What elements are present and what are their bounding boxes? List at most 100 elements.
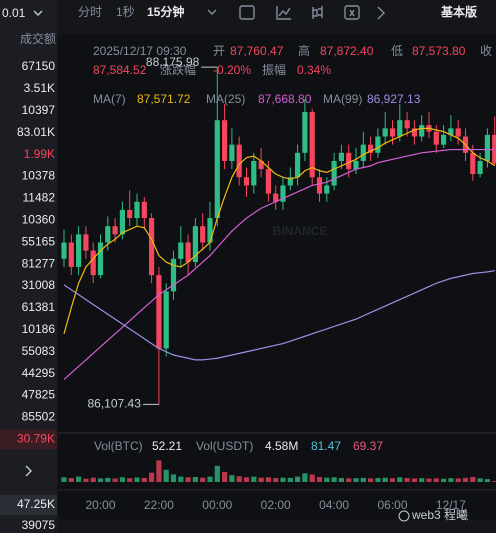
candle-body xyxy=(192,226,198,263)
volume-legend-value: 52.21 xyxy=(152,439,182,453)
volume-legend-name: Vol(USDT) xyxy=(196,439,253,453)
volume-cell: 10397 xyxy=(22,103,56,117)
volume-bar xyxy=(346,478,352,482)
icon-x[interactable] xyxy=(349,9,355,17)
volume-bar xyxy=(331,477,337,482)
ohlc-low-word: 低 xyxy=(391,44,403,58)
volume-bar xyxy=(295,476,301,482)
candle-body xyxy=(97,242,104,276)
ohlc-open: 87,760.47 xyxy=(230,44,284,58)
ma-legend-name: MA(25) xyxy=(206,92,245,106)
icon-calendar[interactable] xyxy=(239,5,255,20)
volume-bar xyxy=(265,477,271,482)
candle-body xyxy=(149,218,155,276)
candle-body xyxy=(397,120,403,137)
candle-body xyxy=(207,218,213,243)
candle-body xyxy=(324,185,330,194)
icon-settings[interactable] xyxy=(344,5,360,20)
credit-text: web3 程曦 xyxy=(411,507,468,522)
volume-cell: 55165 xyxy=(22,234,56,248)
volume-cell: 1.99K xyxy=(24,147,55,161)
dropdown-caret[interactable] xyxy=(33,10,43,16)
candle-body xyxy=(273,193,279,202)
volume-bar xyxy=(397,477,403,482)
column-header: 成交额 xyxy=(20,31,56,46)
volume-bar xyxy=(105,477,111,482)
volume-bar xyxy=(222,471,228,482)
volume-cell: 10378 xyxy=(22,169,56,183)
volume-bar xyxy=(484,479,490,482)
ma-legend-name: MA(99) xyxy=(323,92,362,106)
ohlc-high: 87,872.40 xyxy=(320,44,374,58)
ohlc-low: 87,573.80 xyxy=(412,44,466,58)
interval-tab[interactable]: 15分钟 xyxy=(147,4,184,19)
credit-icon xyxy=(398,510,410,522)
volume-ma-value: 81.47 xyxy=(311,439,341,453)
candle-body xyxy=(470,152,476,175)
volume-legend-name: Vol(BTC) xyxy=(94,439,143,453)
candle-body xyxy=(170,258,177,292)
candle-body xyxy=(222,120,228,161)
candle-body xyxy=(419,125,425,137)
mode-toggle[interactable]: 基本版 xyxy=(440,4,477,19)
toolbar-icons[interactable] xyxy=(25,5,385,477)
ma-legend-value: 87,668.80 xyxy=(258,92,312,106)
volume-legend-value: 4.58M xyxy=(265,439,298,453)
candle-body xyxy=(448,128,454,135)
candle-body xyxy=(105,226,111,243)
max-price-label: 88,175.98 xyxy=(146,55,200,69)
volume-bar xyxy=(280,477,286,482)
candle-body xyxy=(309,112,315,178)
interval-tab[interactable]: 分时 xyxy=(78,5,102,19)
ohlc-close: 87,584.52 xyxy=(93,63,147,77)
candle-body xyxy=(200,226,206,243)
watermark: BINANCE xyxy=(273,224,328,238)
volume-bar xyxy=(382,477,388,482)
candle-body xyxy=(185,242,191,263)
volume-cell: 47.25K xyxy=(17,497,55,511)
icon-candles[interactable] xyxy=(312,6,323,19)
volume-bar xyxy=(163,469,169,482)
volume-bar xyxy=(258,477,264,482)
volume-bar xyxy=(441,478,447,482)
candle-body xyxy=(61,242,67,259)
volume-bar xyxy=(170,474,177,482)
candle-body xyxy=(280,185,286,202)
icon-chart[interactable] xyxy=(276,6,291,20)
ohlc-high-word: 高 xyxy=(298,43,310,58)
ma-legend-value: 87,571.72 xyxy=(137,92,191,106)
icon-more[interactable] xyxy=(377,6,385,20)
ohlc-change-word: 涨跌幅 xyxy=(160,62,196,77)
candle-body xyxy=(295,152,301,178)
candle-body xyxy=(360,144,366,161)
dropdown-caret[interactable] xyxy=(207,9,217,15)
volume-bar xyxy=(368,478,374,482)
ma-line xyxy=(63,270,495,361)
candle-body xyxy=(236,144,242,178)
candle-body xyxy=(68,242,74,267)
candle-body xyxy=(83,234,89,251)
candle-body xyxy=(353,160,359,170)
volume-cell: 67150 xyxy=(22,59,56,73)
x-tick-label: 00:00 xyxy=(202,498,232,512)
volume-bar xyxy=(448,478,454,482)
volume-cell: 61381 xyxy=(22,300,56,314)
candle-body xyxy=(302,112,308,153)
candle-body xyxy=(119,209,125,235)
expand-arrow[interactable] xyxy=(25,465,32,477)
volume-bar xyxy=(316,476,323,482)
interval-tab[interactable]: 1秒 xyxy=(116,5,135,19)
candle-body xyxy=(411,128,417,137)
volume-bar xyxy=(411,478,417,482)
x-tick-label: 04:00 xyxy=(319,498,349,512)
volume-cell: 10360 xyxy=(22,212,56,226)
candle-body xyxy=(178,242,184,259)
candle-body xyxy=(331,160,337,186)
volume-cell: 85502 xyxy=(22,410,56,424)
ohlc-open-word: 开 xyxy=(213,44,225,58)
content: 0.01 成交额 67150 3.51K 10397 83.01K 1.99K 10378 11… xyxy=(0,4,496,532)
candle-body xyxy=(484,134,490,161)
volume-bar xyxy=(185,477,191,482)
chart-area xyxy=(58,34,496,520)
x-tick-label: 12/17 xyxy=(436,498,466,512)
